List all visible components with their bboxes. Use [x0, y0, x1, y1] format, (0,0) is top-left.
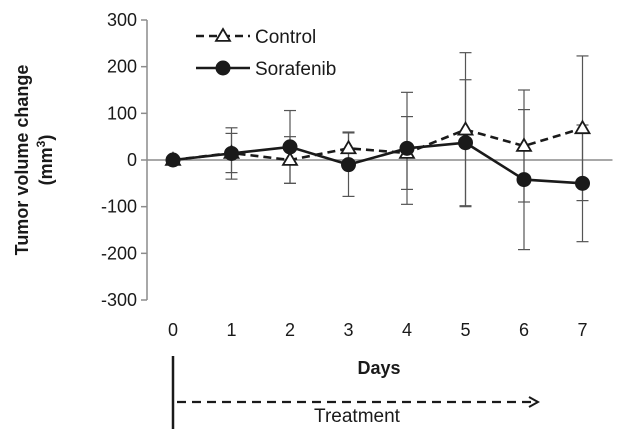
y-axis-title: Tumor volume change — [12, 65, 32, 256]
x-axis-title: Days — [357, 358, 400, 378]
control-legend-marker — [214, 27, 232, 42]
x-tick-label: 2 — [285, 320, 295, 340]
treatment-indicator: Treatment — [171, 356, 538, 429]
sorafenib-data-point — [282, 139, 298, 155]
y-axis-title-line1: Tumor volume change — [12, 65, 32, 256]
treatment-label: Treatment — [314, 406, 401, 427]
legend: Control Sorafenib — [196, 27, 336, 80]
sorafenib-data-point — [516, 172, 532, 188]
control-data-point — [573, 119, 592, 135]
sorafenib-data-point — [399, 140, 415, 156]
y-tick-label: -300 — [101, 290, 137, 310]
control-data-point — [456, 120, 475, 136]
y-axis-unit-open: (mm — [36, 147, 56, 185]
y-axis-unit-close: ) — [36, 135, 56, 141]
y-tick-label: -100 — [101, 197, 137, 217]
sorafenib-data-point — [224, 145, 239, 161]
series-lines — [164, 119, 592, 191]
x-tick-label: 7 — [577, 320, 587, 340]
sorafenib-data-point — [575, 175, 590, 191]
x-tick-label: 5 — [460, 320, 470, 340]
sorafenib-data-point — [165, 152, 181, 168]
x-tick-label: 6 — [519, 320, 529, 340]
x-tick-label: 4 — [402, 320, 412, 340]
sorafenib-data-point — [458, 135, 473, 151]
sorafenib-series-line — [172, 141, 583, 185]
sorafenib-legend-label: Sorafenib — [255, 59, 336, 80]
x-tick-label: 3 — [343, 320, 353, 340]
y-axis-unit-sup: 3 — [34, 140, 48, 147]
axes: 300 200 100 0 -100 -200 -300 0 1 2 3 4 5 6 7 — [101, 10, 613, 340]
y-tick-label: 100 — [107, 103, 137, 123]
y-tick-label: -200 — [101, 243, 137, 263]
control-series-line — [172, 127, 583, 162]
control-data-point — [515, 137, 533, 152]
y-tick-label: 200 — [107, 57, 137, 77]
x-tick-label: 0 — [168, 320, 178, 340]
y-tick-label: 300 — [107, 10, 137, 30]
y-axis-unit: (mm3) — [34, 135, 56, 186]
control-data-point — [281, 151, 299, 166]
control-legend-label: Control — [255, 27, 316, 48]
y-tick-label: 0 — [127, 150, 137, 170]
sorafenib-legend-marker — [215, 60, 231, 76]
x-tick-label: 1 — [226, 320, 236, 340]
sorafenib-data-point — [341, 157, 356, 173]
control-data-point — [339, 139, 358, 155]
